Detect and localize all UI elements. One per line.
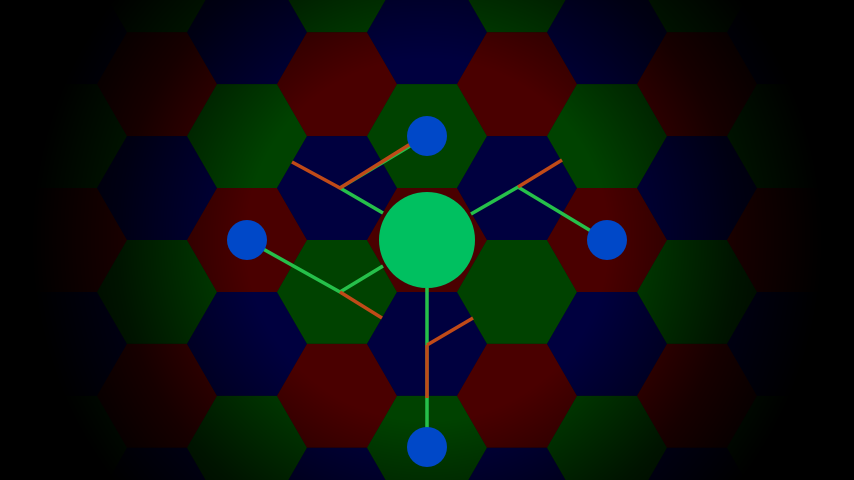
hub-circle[interactable] bbox=[379, 192, 475, 288]
node-top[interactable] bbox=[407, 116, 447, 156]
link-bottom-branch bbox=[425, 316, 474, 398]
node-bottom[interactable] bbox=[407, 427, 447, 467]
link-right-branch bbox=[517, 158, 563, 189]
link-left-branch bbox=[339, 290, 383, 320]
node-right[interactable] bbox=[587, 220, 627, 260]
links bbox=[246, 135, 607, 448]
node-left[interactable] bbox=[227, 220, 267, 260]
link-top-branch bbox=[291, 141, 413, 191]
